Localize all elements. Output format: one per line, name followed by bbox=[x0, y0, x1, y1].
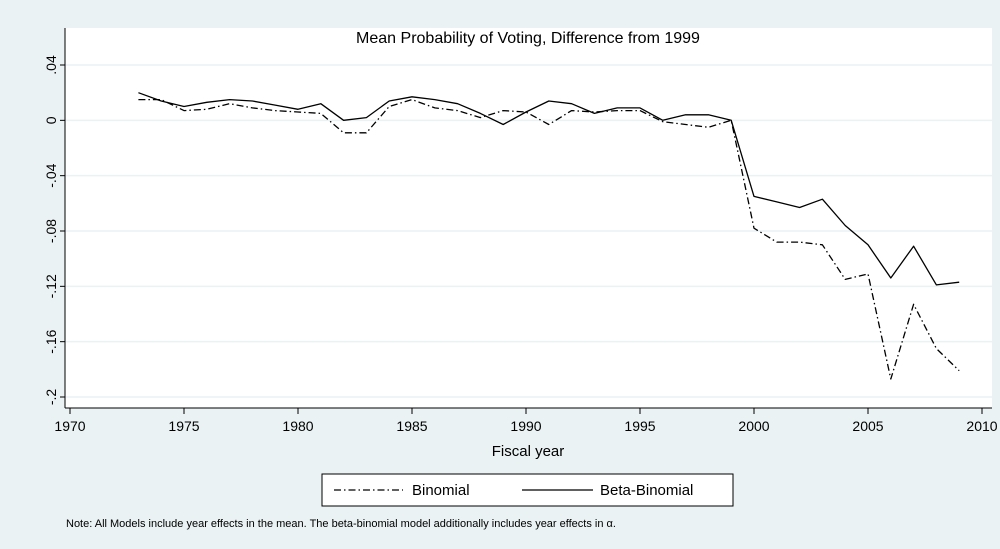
x-tick-label: 2000 bbox=[738, 418, 769, 434]
y-tick-label: -.04 bbox=[43, 163, 59, 187]
x-tick-label: 2005 bbox=[852, 418, 883, 434]
series-line-binomial bbox=[138, 98, 960, 380]
x-tick-label: 1975 bbox=[168, 418, 199, 434]
y-tick-label: -.08 bbox=[43, 219, 59, 243]
series-group bbox=[138, 92, 960, 380]
x-tick-label: 1980 bbox=[282, 418, 313, 434]
x-axis-title: Fiscal year bbox=[492, 443, 565, 460]
x-tick-label: 2010 bbox=[966, 418, 997, 434]
y-tick-label: -.16 bbox=[43, 329, 59, 353]
y-tick-label: 0 bbox=[43, 116, 59, 124]
series-line-beta-binomial bbox=[138, 92, 960, 286]
chart-note: Note: All Models include year effects in… bbox=[66, 518, 616, 530]
legend-label-binomial: Binomial bbox=[412, 482, 470, 499]
legend: Binomial Beta-Binomial bbox=[321, 473, 734, 507]
x-tick-label: 1990 bbox=[510, 418, 541, 434]
y-ticks: .04 0 -.04 -.08 -.12 -.16 -.2 bbox=[43, 55, 65, 405]
x-tick-label: 1985 bbox=[396, 418, 427, 434]
y-tick-label: -.12 bbox=[43, 274, 59, 298]
grid-lines bbox=[65, 64, 992, 398]
x-tick-label: 1995 bbox=[624, 418, 655, 434]
x-tick-label: 1970 bbox=[54, 418, 85, 434]
chart-title: Mean Probability of Voting, Difference f… bbox=[356, 30, 700, 47]
x-ticks: 1970 1975 1980 1985 1990 1995 2000 2005 2010 bbox=[54, 408, 998, 434]
plot-area bbox=[65, 28, 992, 408]
y-tick-label: -.2 bbox=[43, 389, 59, 406]
y-tick-label: .04 bbox=[43, 55, 59, 75]
legend-label-beta-binomial: Beta-Binomial bbox=[600, 482, 693, 499]
